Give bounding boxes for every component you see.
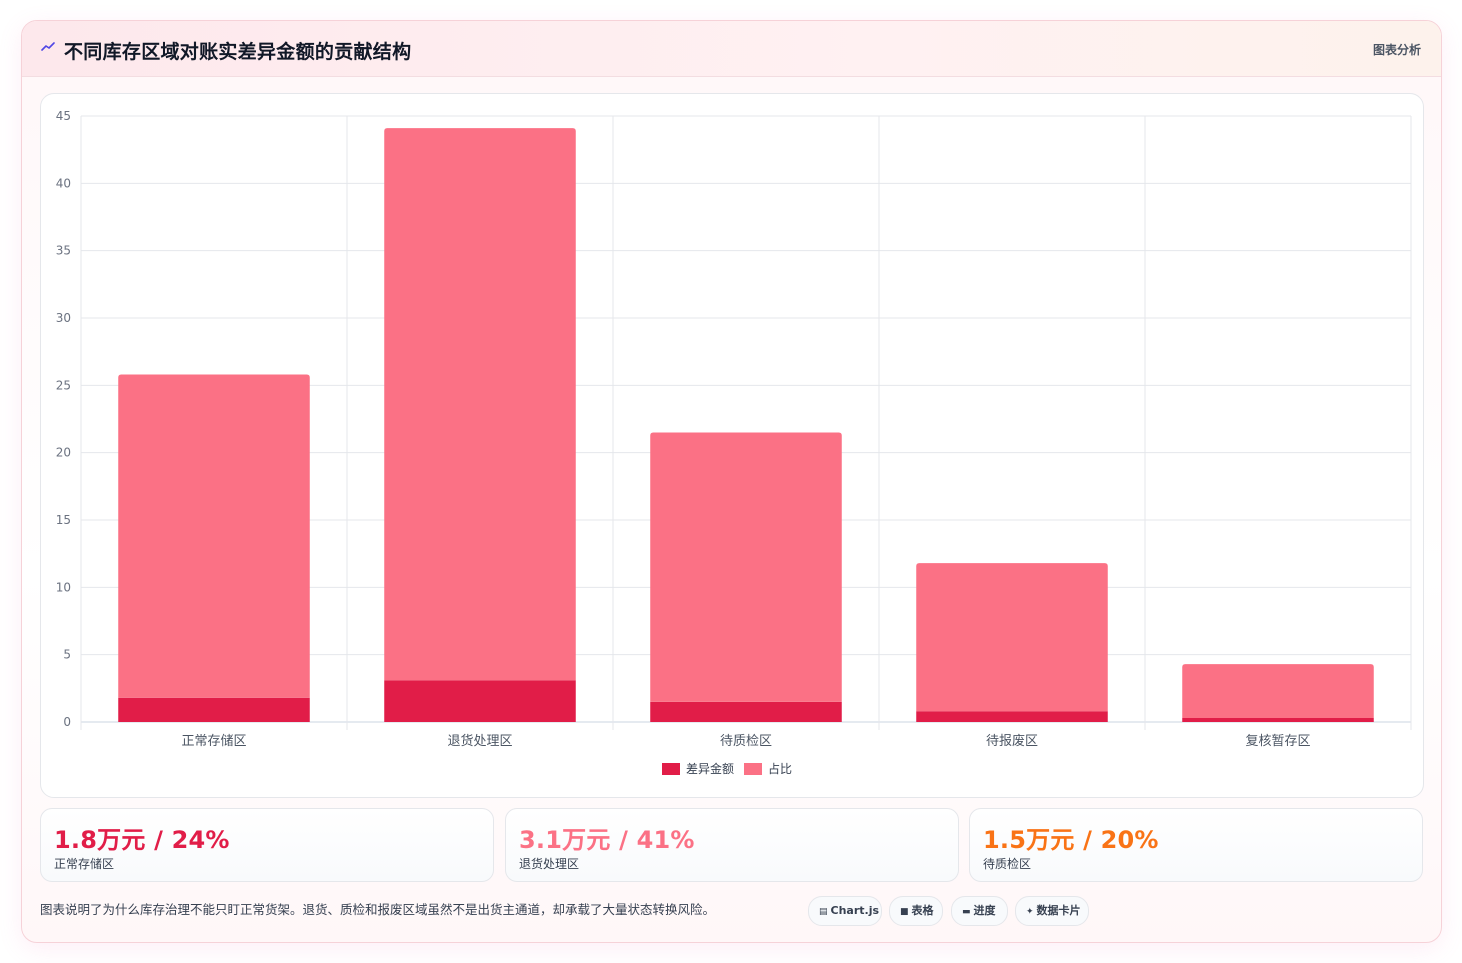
chip-label: 进度 bbox=[973, 904, 996, 917]
bar-segment bbox=[1182, 664, 1374, 718]
x-tick-label: 复核暂存区 bbox=[1245, 734, 1310, 749]
chip-table[interactable]: ■ 表格 bbox=[889, 896, 943, 926]
y-tick-label: 10 bbox=[56, 580, 71, 594]
kpi-label: 正常存储区 bbox=[54, 857, 115, 871]
kpi-value: 3.1万元 / 41% bbox=[519, 826, 695, 854]
chart-description: 图表说明了为什么库存治理不能只盯正常货架。退货、质检和报废区域虽然不是出货主通道… bbox=[40, 902, 716, 917]
header-tag[interactable]: 图表分析 bbox=[1372, 43, 1421, 57]
sparkle-icon: ✦ bbox=[1026, 907, 1034, 917]
chip-chartjs[interactable]: ▤ Chart.js bbox=[808, 896, 882, 926]
legend-label: 占比 bbox=[768, 761, 792, 776]
kpi-value: 1.5万元 / 20% bbox=[983, 826, 1159, 854]
y-tick-label: 45 bbox=[56, 109, 71, 123]
chip-label: 数据卡片 bbox=[1036, 904, 1081, 917]
table-icon: ■ bbox=[900, 907, 909, 917]
y-tick-label: 15 bbox=[56, 513, 71, 527]
x-tick-label: 待质检区 bbox=[720, 734, 772, 749]
y-tick-label: 35 bbox=[56, 244, 71, 258]
kpi-row: 1.8万元 / 24% 正常存储区 3.1万元 / 41% 退货处理区 1.5万… bbox=[40, 808, 1424, 882]
bar-segment bbox=[384, 128, 576, 681]
bar-segment bbox=[916, 563, 1108, 712]
kpi-label: 待质检区 bbox=[983, 857, 1032, 871]
kpi-card: 1.5万元 / 20% 待质检区 bbox=[969, 808, 1423, 882]
bar-segment bbox=[650, 701, 842, 722]
bar-segment bbox=[1182, 717, 1374, 722]
kpi-card: 3.1万元 / 41% 退货处理区 bbox=[505, 808, 959, 882]
legend-swatch bbox=[662, 763, 680, 775]
y-tick-label: 5 bbox=[63, 648, 71, 662]
chip-progress[interactable]: ▬ 进度 bbox=[951, 896, 1008, 926]
chart-card: 不同库存区域对账实差异金额的贡献结构 图表分析 0 5 10 15 20 25 30 35 40… bbox=[21, 20, 1442, 943]
bar-segment bbox=[118, 697, 310, 722]
kpi-value: 1.8万元 / 24% bbox=[54, 826, 230, 854]
bar-segment bbox=[650, 432, 842, 702]
progress-icon: ▬ bbox=[962, 907, 971, 917]
chip-label: 表格 bbox=[911, 904, 934, 917]
legend-swatch bbox=[744, 763, 762, 775]
chip-label: Chart.js bbox=[830, 904, 880, 917]
x-tick-label: 退货处理区 bbox=[447, 733, 512, 749]
kpi-label: 退货处理区 bbox=[519, 857, 580, 871]
card-header: 不同库存区域对账实差异金额的贡献结构 图表分析 bbox=[22, 21, 1441, 77]
stacked-bar-chart: 0 5 10 15 20 25 30 35 40 45 正常存储区 退货处理区 待质检区 待报废区 复核暂存… bbox=[56, 109, 1412, 776]
y-tick-label: 25 bbox=[56, 378, 71, 392]
y-tick-label: 40 bbox=[56, 176, 71, 190]
bar-segment bbox=[916, 711, 1108, 722]
y-tick-label: 30 bbox=[56, 311, 71, 325]
x-tick-label: 正常存储区 bbox=[181, 734, 246, 749]
y-tick-label: 0 bbox=[63, 715, 71, 729]
chart-icon: ▤ bbox=[819, 907, 828, 917]
legend-label: 差异金额 bbox=[686, 761, 734, 776]
kpi-card: 1.8万元 / 24% 正常存储区 bbox=[40, 808, 494, 882]
bar-segment bbox=[118, 374, 310, 698]
x-tick-label: 待报废区 bbox=[986, 733, 1038, 749]
trend-line-icon bbox=[41, 42, 55, 51]
chip-data-card[interactable]: ✦ 数据卡片 bbox=[1015, 896, 1089, 926]
chart-title: 不同库存区域对账实差异金额的贡献结构 bbox=[64, 41, 412, 63]
chart-area: 0 5 10 15 20 25 30 35 40 45 正常存储区 退货处理区 待质检区 待报废区 复核暂存… bbox=[40, 93, 1424, 798]
y-tick-label: 20 bbox=[56, 446, 71, 460]
bar-segment bbox=[384, 680, 576, 722]
